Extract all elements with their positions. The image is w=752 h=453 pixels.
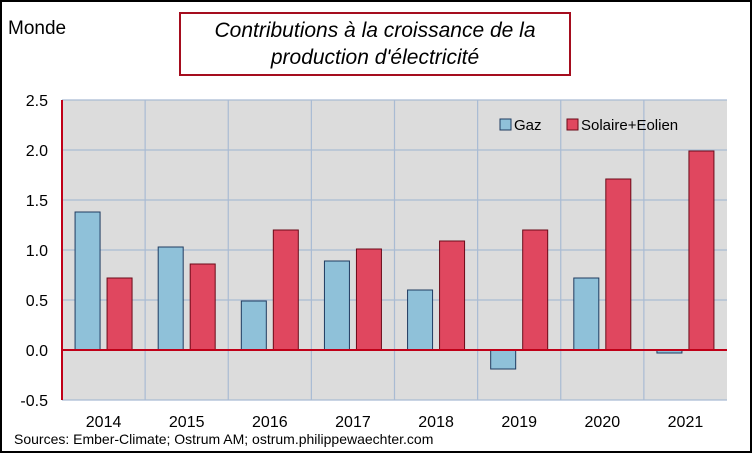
y-tick-label: -0.5	[20, 393, 48, 410]
x-tick-label: 2016	[252, 414, 288, 431]
legend-swatch-gaz	[499, 118, 512, 131]
axes: 2.5 2.0 1.5 1.0 0.5 0.0 -0.5 2014 2015 2016 2017 20…	[20, 93, 727, 431]
y-tick-label: 2.0	[26, 143, 48, 160]
bar-solaire-eolien	[605, 178, 632, 351]
legend-swatch-solaire-eolien	[566, 118, 579, 131]
bar-solaire-eolien	[439, 240, 466, 351]
bar-gaz	[240, 300, 267, 351]
x-tick-label: 2020	[585, 414, 621, 431]
bar-solaire-eolien	[355, 248, 382, 351]
legend-label-gaz: Gaz	[514, 117, 542, 134]
bars	[74, 150, 715, 370]
source-note: Sources: Ember-Climate; Ostrum AM; ostru…	[14, 431, 434, 447]
x-tick-label: 2018	[418, 414, 454, 431]
title-line-2: production d'électricité	[270, 46, 480, 69]
x-tick-label: 2014	[86, 414, 122, 431]
x-tick-label: 2017	[335, 414, 371, 431]
chart-title: Contributions à la croissance de la prod…	[179, 12, 571, 76]
bar-gaz	[573, 277, 600, 351]
bar-solaire-eolien	[522, 229, 549, 351]
bar-gaz	[157, 246, 184, 351]
bar-gaz	[74, 211, 101, 351]
y-tick-label: 2.5	[26, 93, 48, 110]
legend-label-solaire-eolien: Solaire+Eolien	[581, 117, 678, 134]
bar-gaz	[490, 349, 517, 370]
bar-gaz	[323, 260, 350, 351]
y-tick-label: 1.5	[26, 193, 48, 210]
y-tick-label: 0.5	[26, 293, 48, 310]
x-tick-label: 2015	[169, 414, 205, 431]
x-tick-label: 2019	[501, 414, 537, 431]
region-label: Monde	[8, 18, 67, 39]
bar-solaire-eolien	[189, 263, 216, 351]
bar-solaire-eolien	[106, 277, 133, 351]
bar-gaz	[407, 289, 434, 351]
legend: Gaz Solaire+Eolien	[499, 117, 678, 134]
x-tick-label: 2021	[668, 414, 704, 431]
bar-solaire-eolien	[272, 229, 299, 351]
title-line-1: Contributions à la croissance de la	[214, 19, 536, 42]
bar-solaire-eolien	[688, 150, 715, 351]
y-tick-label: 1.0	[26, 243, 48, 260]
y-tick-label: 0.0	[26, 343, 48, 360]
